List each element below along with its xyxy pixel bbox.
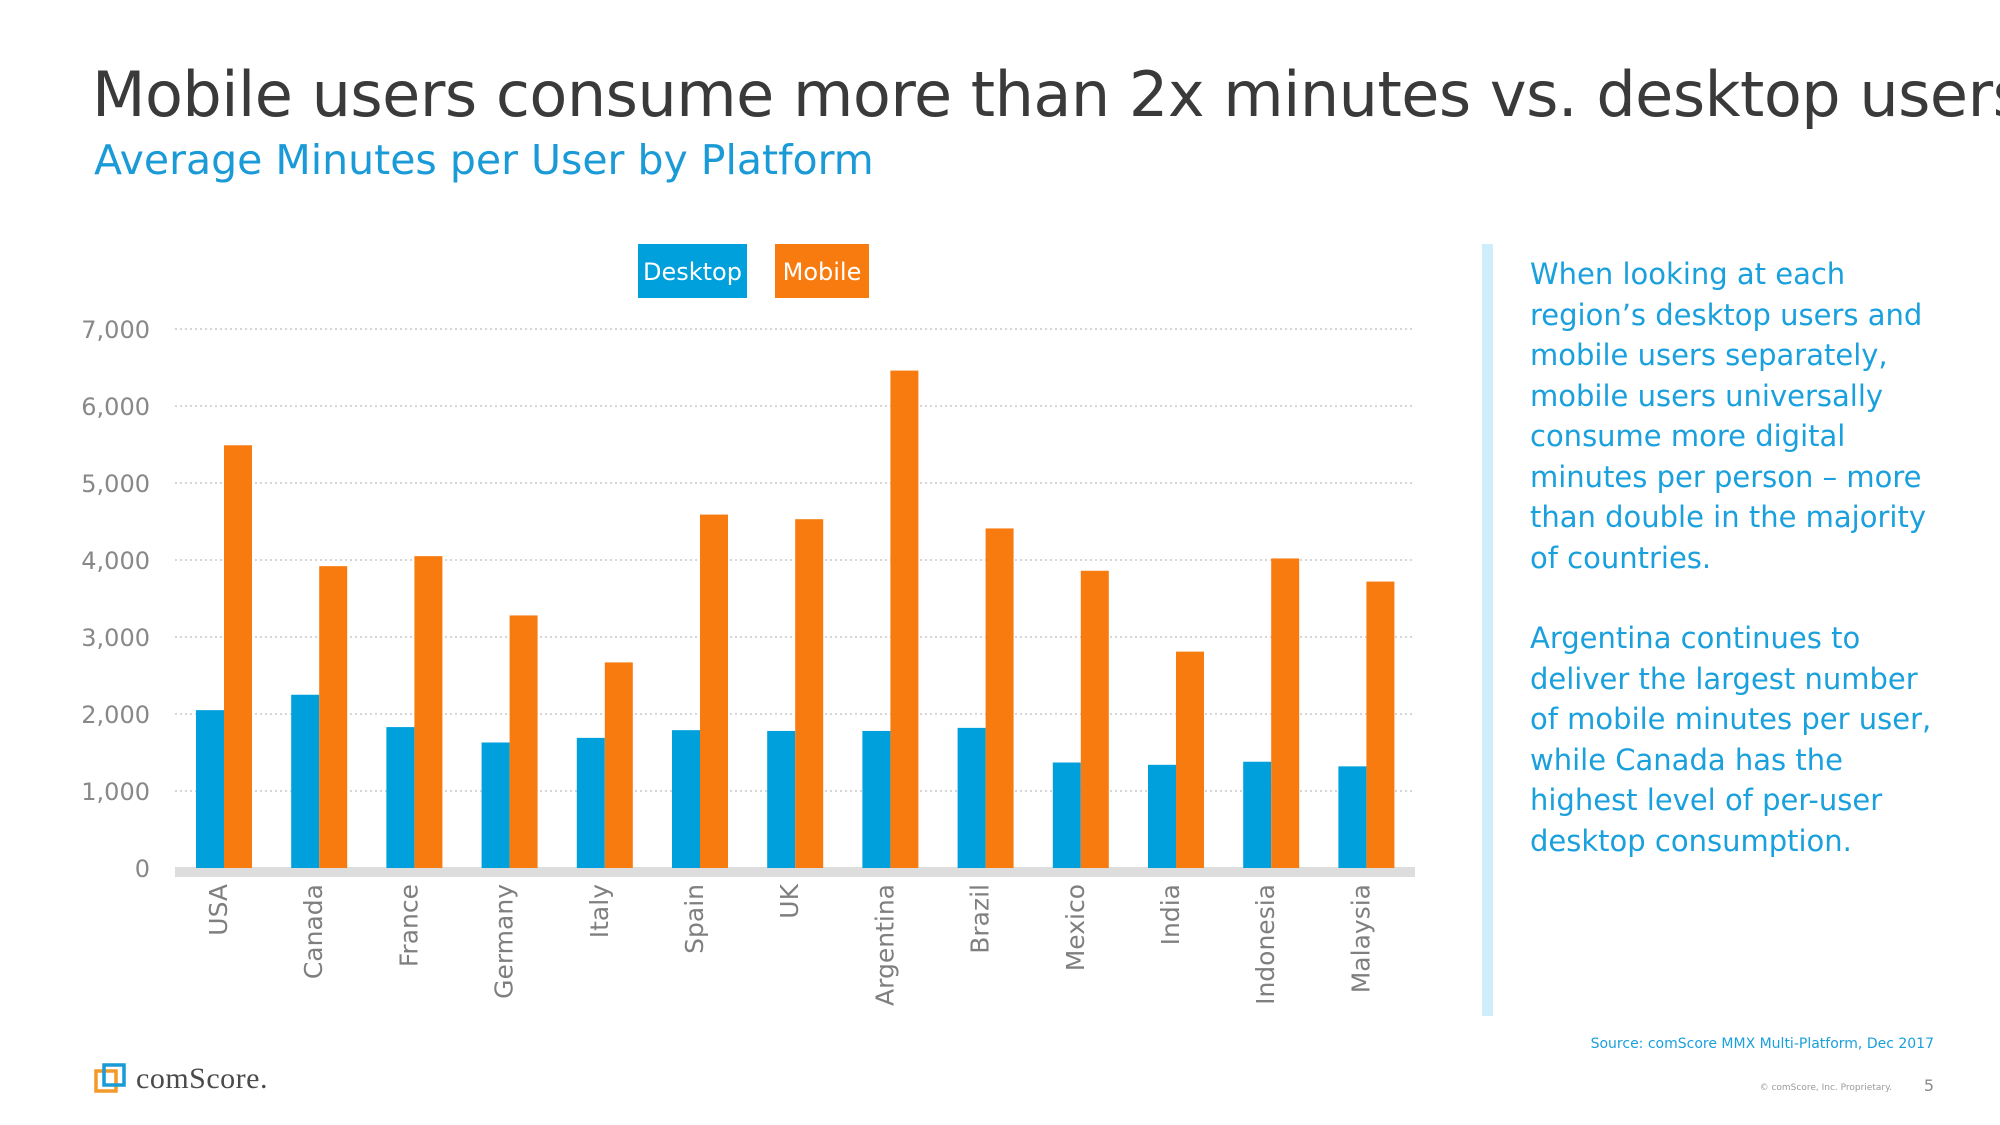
bar-mobile xyxy=(319,566,348,868)
bar-mobile xyxy=(1080,570,1109,868)
notes-paragraph: When looking at each region’s desktop us… xyxy=(1530,257,1926,575)
bar-chart: 0 1,000 2,000 3,000 4,000 5,000 6,000 7,000 USA C… xyxy=(81,244,1415,1006)
x-tick-label: Argentina xyxy=(870,884,899,1006)
y-tick-label: 4,000 xyxy=(81,547,150,575)
x-tick-label: Germany xyxy=(490,884,519,999)
y-tick-label: 3,000 xyxy=(81,624,150,652)
notes-paragraph: Argentina continues to deliver the large… xyxy=(1530,621,1932,858)
x-tick-label: India xyxy=(1156,884,1185,945)
x-tick-label: Italy xyxy=(585,884,614,938)
comscore-logo-icon xyxy=(94,1063,126,1093)
y-tick-label: 2,000 xyxy=(81,701,150,729)
notes-panel: When looking at each region’s desktop us… xyxy=(1530,254,1950,901)
bar-desktop xyxy=(957,727,986,868)
bar-mobile xyxy=(1176,651,1204,868)
bar-desktop xyxy=(862,730,891,868)
x-tick-label: Spain xyxy=(680,884,709,954)
x-tick-label: Brazil xyxy=(966,884,995,954)
bar-desktop xyxy=(1338,766,1367,868)
notes-divider xyxy=(1482,244,1493,1016)
x-axis-baseline xyxy=(175,867,1415,877)
page-number: 5 xyxy=(1923,1076,1934,1095)
bar-desktop xyxy=(481,742,510,868)
x-tick-label: Mexico xyxy=(1061,884,1090,971)
bar-desktop xyxy=(672,730,700,868)
bar-desktop xyxy=(1148,764,1176,868)
legend-swatch-desktop xyxy=(638,244,747,298)
comscore-logo-text: comScore. xyxy=(136,1062,268,1095)
bar-mobile xyxy=(985,528,1014,868)
comscore-logo: comScore. xyxy=(94,1062,268,1096)
bar-desktop xyxy=(196,710,224,868)
slide-title: Mobile users consume more than 2x minute… xyxy=(92,58,2000,131)
bar-mobile xyxy=(1271,558,1300,868)
bar-mobile xyxy=(224,445,252,868)
copyright-text: © comScore, Inc. Proprietary. xyxy=(1759,1083,1892,1093)
bar-mobile xyxy=(509,615,538,868)
bar-mobile xyxy=(1366,581,1395,868)
legend-label-mobile: Mobile xyxy=(783,258,862,286)
bar-desktop xyxy=(576,737,605,868)
source-note: Source: comScore MMX Multi-Platform, Dec… xyxy=(1590,1036,1934,1052)
x-tick-label: Indonesia xyxy=(1251,884,1280,1005)
x-tick-label: France xyxy=(394,884,423,967)
legend-swatch-mobile xyxy=(775,244,869,298)
y-tick-label: 7,000 xyxy=(81,316,150,344)
bar-desktop xyxy=(1243,761,1272,868)
x-tick-label: UK xyxy=(775,883,804,918)
x-tick-label: Malaysia xyxy=(1346,884,1375,993)
bar-mobile xyxy=(700,514,728,868)
bar-desktop xyxy=(291,694,320,868)
y-tick-label: 0 xyxy=(135,855,150,883)
bar-mobile xyxy=(414,556,443,868)
bar-desktop xyxy=(767,730,796,868)
bar-mobile xyxy=(795,519,824,868)
bar-mobile xyxy=(890,370,919,868)
bar-desktop xyxy=(1052,762,1081,868)
y-tick-label: 5,000 xyxy=(81,470,150,498)
x-tick-label: USA xyxy=(204,884,233,936)
y-tick-label: 1,000 xyxy=(81,778,150,806)
bar-desktop xyxy=(386,727,415,868)
chart-subtitle: Average Minutes per User by Platform xyxy=(94,136,874,184)
legend-label-desktop: Desktop xyxy=(643,258,742,286)
x-tick-label: Canada xyxy=(299,884,328,979)
bar-mobile xyxy=(604,662,633,868)
y-tick-label: 6,000 xyxy=(81,393,150,421)
